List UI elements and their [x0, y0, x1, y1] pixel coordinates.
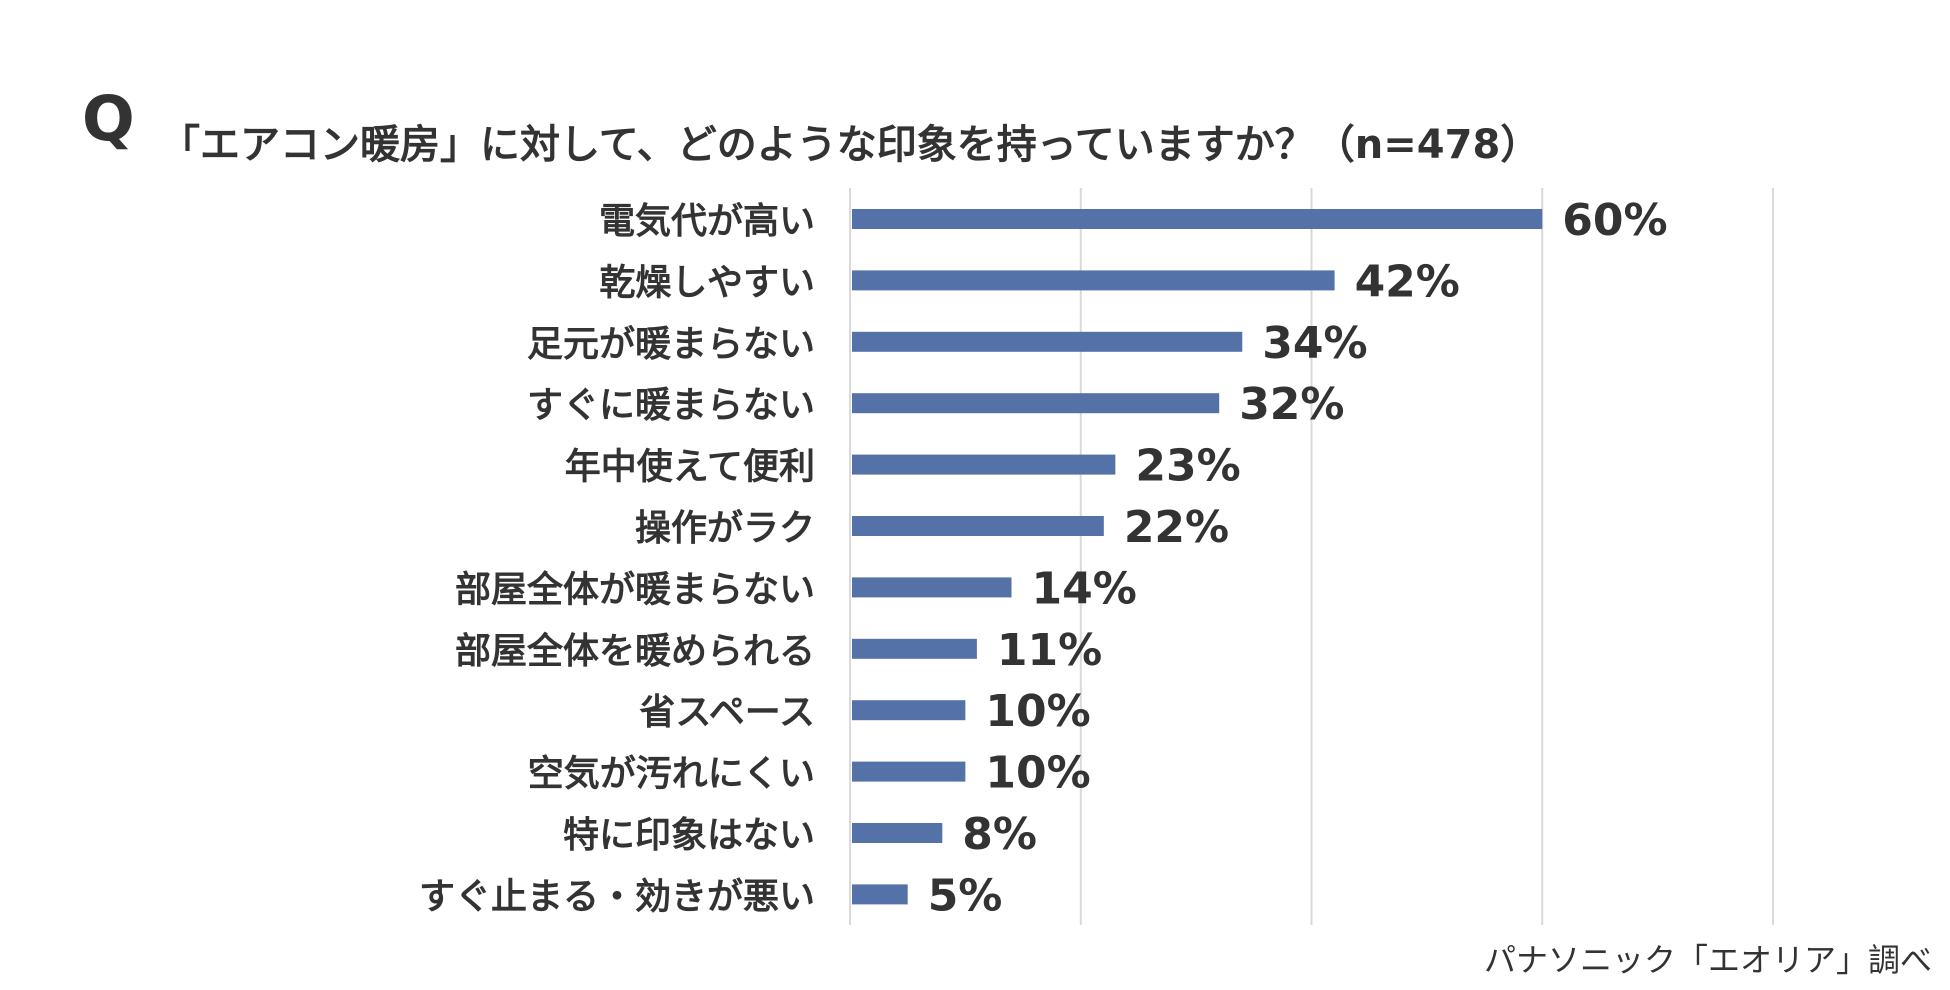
category-label: 乾燥しやすい	[599, 262, 815, 303]
bar	[852, 516, 1104, 536]
data-label: 10%	[985, 686, 1090, 737]
bar	[852, 823, 943, 843]
bar	[852, 331, 1243, 352]
bar	[852, 209, 1543, 229]
source-note: パナソニック「エオリア」調べ	[1483, 941, 1932, 979]
category-label: 電気代が高い	[599, 201, 815, 242]
data-label: 11%	[997, 625, 1102, 676]
data-label: 5%	[928, 870, 1003, 921]
category-label: 空気が汚れにくい	[528, 754, 815, 795]
data-label: 32%	[1239, 379, 1344, 430]
category-label: 特に印象はない	[563, 815, 815, 856]
bar	[852, 638, 977, 659]
category-label: 操作がラク	[635, 508, 815, 549]
data-label: 42%	[1355, 256, 1460, 307]
category-label: 足元が暖まらない	[527, 324, 815, 365]
data-label: 22%	[1124, 502, 1229, 553]
data-label: 14%	[1032, 563, 1137, 614]
data-label: 8%	[962, 809, 1037, 860]
chart-title: 「エアコン暖房」に対して、どのような印象を持っていますか？（n=478）	[160, 122, 1541, 168]
bar	[852, 454, 1116, 475]
data-label: 60%	[1562, 195, 1667, 246]
data-label: 23%	[1135, 441, 1240, 492]
bar	[852, 884, 908, 905]
question-mark-label: Q	[82, 82, 135, 155]
category-label: 部屋全体が暖まらない	[455, 568, 815, 610]
category-label: 省スペース	[639, 692, 815, 733]
bar	[852, 270, 1335, 291]
bar	[852, 700, 966, 721]
category-label: 年中使えて便利	[565, 447, 815, 488]
bar	[852, 577, 1012, 598]
data-label: 34%	[1262, 318, 1367, 369]
data-label: 10%	[985, 748, 1090, 799]
category-label: すぐ止まる・効きが悪い	[419, 876, 815, 917]
category-label: 部屋全体を暖められる	[455, 630, 815, 672]
bar	[852, 393, 1220, 414]
bar	[852, 761, 966, 782]
category-label: すぐに暖まらない	[527, 385, 815, 426]
